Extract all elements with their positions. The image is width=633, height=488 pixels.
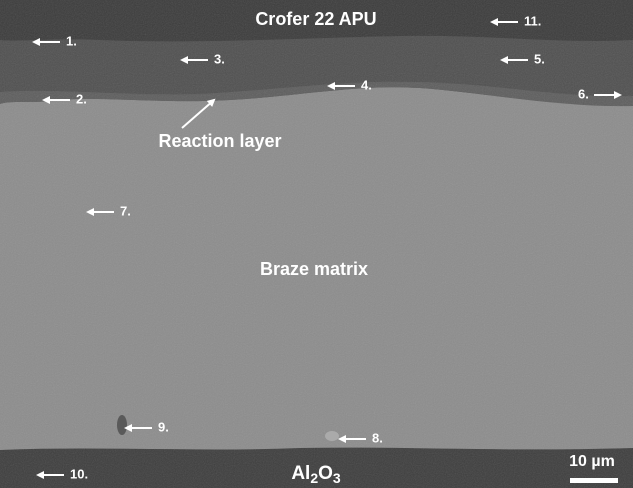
scale-bar — [570, 478, 618, 483]
formula-part: 2 — [310, 470, 318, 486]
formula-part: 3 — [333, 470, 341, 486]
point-label: 7. — [120, 203, 131, 218]
precipitate — [325, 431, 339, 441]
texture — [0, 0, 633, 488]
point-label: 1. — [66, 33, 77, 48]
page: {"header": {"title": "Crofer 22 APU"}, "… — [0, 0, 633, 488]
point-label: 11. — [524, 13, 541, 28]
braze-matrix-label: Braze matrix — [260, 259, 368, 279]
point-label: 6. — [578, 86, 589, 101]
reaction-layer-label: Reaction layer — [158, 131, 281, 151]
point-label: 10. — [70, 466, 88, 481]
scale-bar-label: 10 µm — [569, 453, 615, 470]
precipitate — [117, 415, 127, 435]
point-label: 2. — [76, 91, 87, 106]
point-label: 4. — [361, 77, 372, 92]
micrograph: Crofer 22 APU Reaction layer Braze matri… — [0, 0, 633, 488]
title: Crofer 22 APU — [255, 9, 376, 29]
formula-part: Al — [291, 463, 310, 484]
formula-part: O — [318, 463, 333, 484]
point-label: 3. — [214, 51, 225, 66]
point-label: 8. — [372, 430, 383, 445]
point-label: 9. — [158, 419, 169, 434]
point-label: 5. — [534, 51, 545, 66]
